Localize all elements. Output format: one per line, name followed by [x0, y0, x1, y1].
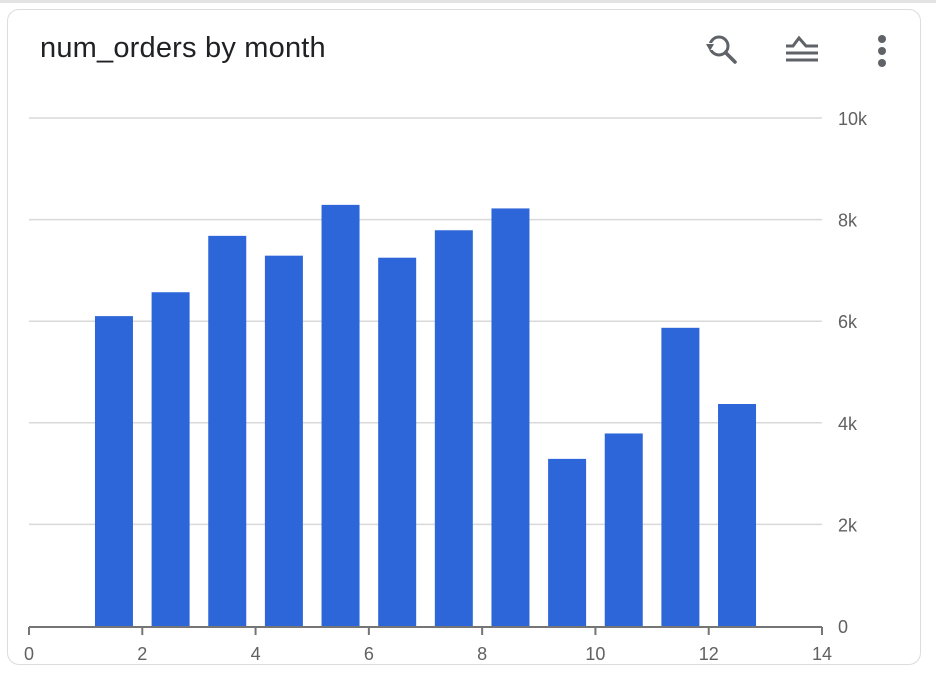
grid-lines: [29, 117, 822, 526]
y-tick-label: 0: [838, 617, 848, 637]
bar[interactable]: [604, 433, 643, 626]
y-tick-label: 8k: [838, 211, 858, 231]
top-divider: [0, 0, 936, 3]
y-tick-label: 4k: [838, 414, 858, 434]
x-tick-label: 6: [364, 644, 374, 664]
more-options-button[interactable]: [860, 28, 904, 72]
bar[interactable]: [208, 235, 247, 626]
zoom-reset-button[interactable]: [700, 28, 744, 72]
x-tick-label: 4: [251, 644, 261, 664]
chart-title: num_orders by month: [40, 32, 326, 64]
bar[interactable]: [434, 230, 473, 626]
x-tick-label: 2: [137, 644, 147, 664]
bars: [94, 204, 757, 627]
series-toggle-icon: [786, 35, 818, 62]
x-tick-label: 8: [477, 644, 487, 664]
y-tick-label: 10k: [838, 109, 868, 129]
zoom-reset-icon: [706, 35, 737, 64]
series-toggle-button[interactable]: [780, 28, 824, 72]
bar[interactable]: [321, 204, 360, 627]
x-tick-label: 0: [24, 644, 34, 664]
x-axis: 0 2 4 6 8 10 12 14: [24, 626, 832, 664]
x-tick-label: 12: [699, 644, 719, 664]
y-tick-label: 6k: [838, 312, 858, 332]
y-tick-label: 2k: [838, 515, 858, 535]
bar[interactable]: [491, 208, 530, 626]
y-axis: 0 2k 4k 6k 8k 10k: [838, 109, 868, 637]
bar[interactable]: [718, 404, 757, 626]
bar[interactable]: [548, 458, 587, 626]
bar[interactable]: [94, 316, 133, 626]
bar[interactable]: [661, 327, 700, 626]
x-tick-label: 14: [812, 644, 832, 664]
x-tick-label: 10: [585, 644, 605, 664]
bar[interactable]: [378, 257, 417, 626]
bar[interactable]: [151, 292, 190, 626]
bar[interactable]: [264, 255, 303, 626]
more-options-icon: [878, 35, 886, 67]
